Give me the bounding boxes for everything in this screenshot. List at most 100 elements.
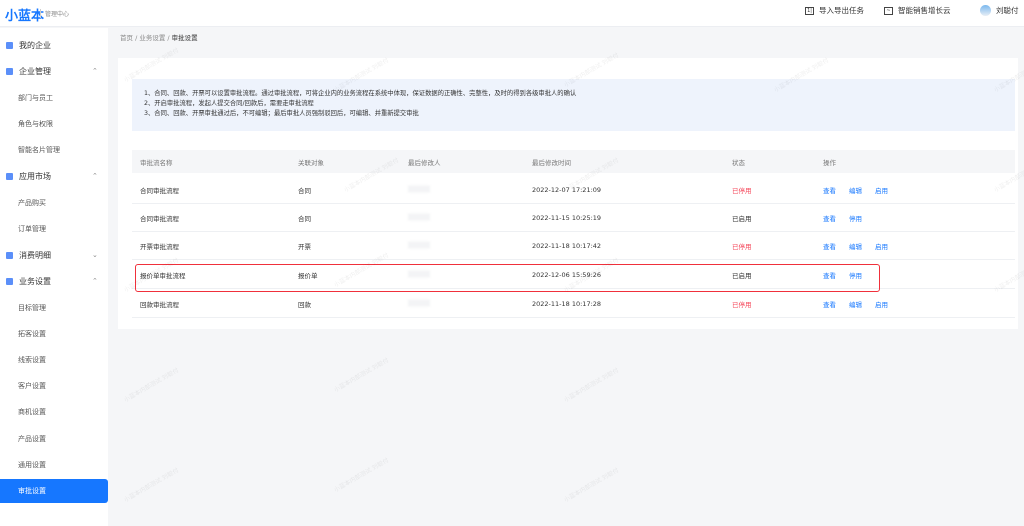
watermark: 小蓝本内部测试 刘聪付 [562, 466, 621, 504]
sidebar-item[interactable]: 目标管理 [0, 296, 108, 320]
flow-name: 报价单审批流程 [140, 271, 186, 280]
column-header-status: 状态 [732, 158, 745, 167]
chevron-up-icon[interactable]: ⌃ [92, 277, 98, 285]
chevron-down-icon[interactable]: ⌄ [92, 251, 98, 259]
sidebar-item[interactable]: 通用设置 [0, 453, 108, 477]
action-view-link[interactable]: 查看 [823, 214, 836, 223]
status-badge: 已停用 [732, 242, 752, 251]
action-edit-link[interactable]: 编辑 [849, 242, 862, 251]
sidebar-item[interactable]: 产品设置 [0, 427, 108, 451]
sidebar-item[interactable]: 产品购买 [0, 191, 108, 215]
sidebar-item[interactable]: 我的企业 [0, 33, 108, 57]
table-row: 报价单审批流程 报价单 2022-12-06 15:59:26 已启用 查看 停用 [132, 261, 1015, 289]
sidebar-item[interactable]: 商机设置 [0, 400, 108, 424]
sidebar-item[interactable]: 审批设置 [0, 479, 108, 503]
action-enable-link[interactable]: 启用 [875, 242, 888, 251]
column-header-modifier: 最后修改人 [408, 158, 441, 167]
sidebar-item[interactable]: 部门与员工 [0, 86, 108, 110]
sidebar-item-label: 企业管理 [19, 66, 51, 76]
related-object: 合同 [298, 214, 311, 223]
sidebar-item[interactable]: 企业管理 ⌃ [0, 59, 108, 83]
breadcrumb-current: 审批设置 [171, 34, 198, 42]
related-object: 回款 [298, 300, 311, 309]
flow-name: 开票审批流程 [140, 242, 179, 251]
table-row: 合同审批流程 合同 2022-11-15 10:25:19 已启用 查看 停用 [132, 204, 1015, 232]
action-edit-link[interactable]: 编辑 [849, 186, 862, 195]
modifier-blurred [408, 185, 430, 194]
status-badge: 已启用 [732, 214, 752, 223]
sidebar-item-label: 应用市场 [19, 171, 51, 181]
action-edit-link[interactable]: 编辑 [849, 300, 862, 309]
menu-icon [6, 251, 13, 259]
status-badge: 已停用 [732, 186, 752, 195]
import-export-tasks-button[interactable]: 1| 导入导出任务 [805, 5, 864, 16]
action-view-link[interactable]: 查看 [823, 271, 836, 280]
sidebar-item-label: 审批设置 [18, 487, 46, 495]
sidebar-item-label: 角色与权限 [18, 120, 53, 128]
growth-cloud-label: 智能销售增长云 [898, 6, 951, 15]
sidebar-item[interactable]: 角色与权限 [0, 112, 108, 136]
info-notice: 1、合同、回款、开票可以设置审批流程。通过审批流程，可将企业内的业务流程在系统中… [132, 79, 1015, 131]
sidebar-item[interactable]: 应用市场 ⌃ [0, 164, 108, 188]
sidebar-item[interactable]: 拓客设置 [0, 322, 108, 346]
approval-settings-card: 1、合同、回款、开票可以设置审批流程。通过审批流程，可将企业内的业务流程在系统中… [118, 58, 1018, 329]
modifier-blurred [408, 299, 430, 308]
user-menu[interactable]: 刘聪付 [980, 5, 1019, 16]
highlight-box [135, 264, 880, 292]
growth-cloud-button[interactable]: ~ 智能销售增长云 [884, 5, 951, 16]
sidebar-item[interactable]: 线索设置 [0, 348, 108, 372]
status-badge: 已启用 [732, 271, 752, 280]
table-row: 开票审批流程 开票 2022-11-18 10:17:42 已停用 查看 编辑 启用 [132, 232, 1015, 260]
modified-time: 2022-12-07 17:21:09 [532, 185, 602, 194]
sidebar-item-label: 业务设置 [19, 276, 51, 286]
action-disable-link[interactable]: 停用 [849, 214, 862, 223]
action-disable-link[interactable]: 停用 [849, 271, 862, 280]
table-row: 回款审批流程 回款 2022-11-18 10:17:28 已停用 查看 编辑 启用 [132, 290, 1015, 318]
sidebar-item[interactable]: 订单管理 [0, 217, 108, 241]
info-line-2: 2、开启审批流程，发起人提交合同/回款后，需要走审批流程 [144, 100, 314, 107]
table-row: 合同审批流程 合同 2022-12-07 17:21:09 已停用 查看 编辑 启用 [132, 176, 1015, 204]
action-view-link[interactable]: 查看 [823, 242, 836, 251]
sidebar-item[interactable]: 客户设置 [0, 374, 108, 398]
sidebar-item-label: 客户设置 [18, 382, 46, 390]
sidebar-item-label: 线索设置 [18, 356, 46, 364]
logo-subtitle: 管理中心 [40, 9, 69, 18]
sidebar-item[interactable]: 智能名片管理 [0, 138, 108, 162]
column-header-name: 审批流名称 [140, 158, 173, 167]
related-object: 开票 [298, 242, 311, 251]
sidebar-item-label: 我的企业 [19, 40, 51, 50]
sidebar-item-label: 商机设置 [18, 408, 46, 416]
status-badge: 已停用 [732, 300, 752, 309]
chevron-up-icon[interactable]: ⌃ [92, 67, 98, 75]
sidebar-item-label: 通用设置 [18, 461, 46, 469]
modified-time: 2022-12-06 15:59:26 [532, 270, 602, 279]
task-list-icon: 1| [805, 6, 814, 15]
flow-name: 合同审批流程 [140, 214, 179, 223]
action-view-link[interactable]: 查看 [823, 186, 836, 195]
watermark: 小蓝本内部测试 刘聪付 [332, 356, 391, 394]
modifier-blurred [408, 241, 430, 250]
action-view-link[interactable]: 查看 [823, 300, 836, 309]
modified-time: 2022-11-15 10:25:19 [532, 213, 602, 222]
modifier-blurred [408, 213, 430, 222]
flow-name: 回款审批流程 [140, 300, 179, 309]
logo[interactable]: 小蓝本 [5, 9, 45, 24]
sidebar-item-label: 产品购买 [18, 199, 46, 207]
watermark: 小蓝本内部测试 刘聪付 [122, 366, 181, 404]
watermark: 小蓝本内部测试 刘聪付 [332, 456, 391, 494]
sidebar-item[interactable]: 业务设置 ⌃ [0, 269, 108, 293]
breadcrumb-home[interactable]: 首页 [120, 34, 133, 42]
avatar [980, 5, 991, 16]
breadcrumb-business-settings[interactable]: 业务设置 [139, 34, 166, 42]
chevron-up-icon[interactable]: ⌃ [92, 172, 98, 180]
breadcrumb: 首页 / 业务设置 / 审批设置 [120, 34, 198, 42]
menu-icon [6, 67, 13, 75]
column-header-object: 关联对象 [298, 158, 324, 167]
modified-time: 2022-11-18 10:17:28 [532, 299, 602, 308]
column-header-actions: 操作 [823, 158, 836, 167]
sidebar-item[interactable]: 消费明细 ⌄ [0, 243, 108, 267]
action-enable-link[interactable]: 启用 [875, 300, 888, 309]
chart-monitor-icon: ~ [884, 6, 893, 15]
action-enable-link[interactable]: 启用 [875, 186, 888, 195]
sidebar-item-label: 拓客设置 [18, 330, 46, 338]
